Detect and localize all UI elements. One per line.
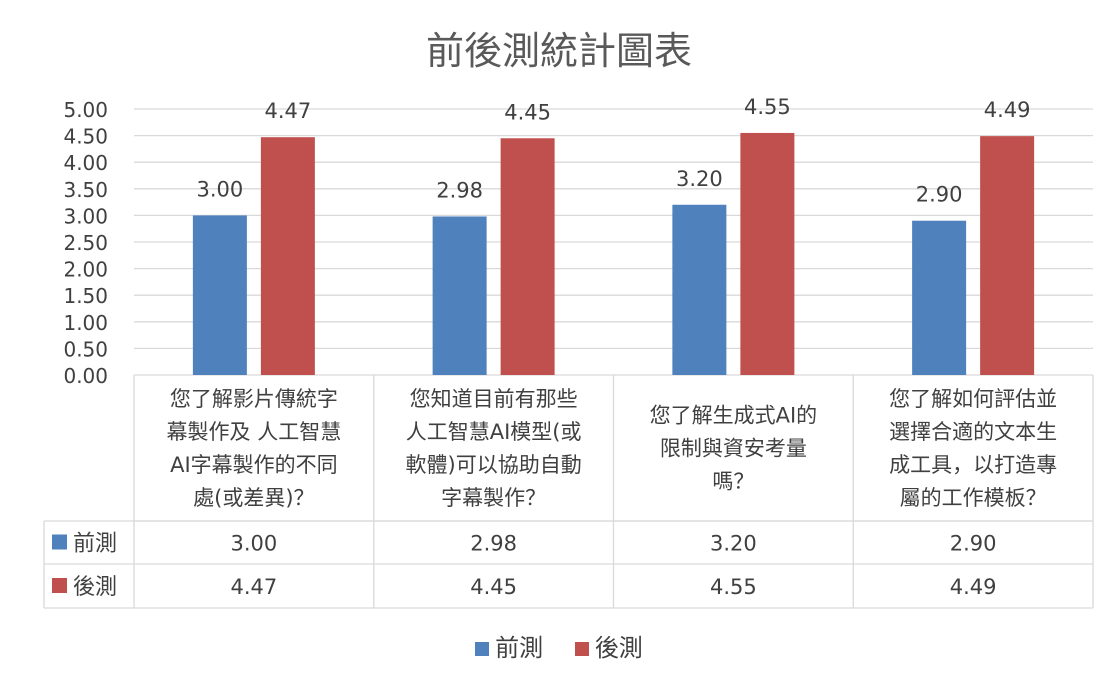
category-label: 成工具，以打造專 xyxy=(889,453,1057,477)
category-label: 選擇合適的文本生 xyxy=(889,420,1057,444)
data-label: 2.90 xyxy=(916,183,963,207)
table-cell-value: 3.00 xyxy=(230,532,277,556)
bar-posttest xyxy=(980,136,1035,375)
data-label: 4.55 xyxy=(744,95,791,119)
legend-swatch-pretest xyxy=(475,642,490,656)
bar-pretest xyxy=(912,220,967,375)
category-label: 您知道目前有那些 xyxy=(410,387,578,411)
table-cell-value: 4.55 xyxy=(710,575,757,599)
table-series-name: 後測 xyxy=(73,575,117,600)
table-legend-key xyxy=(52,534,67,550)
category-label: 軟體)可以協助自動 xyxy=(406,453,582,477)
table-legend-key xyxy=(52,578,67,593)
bar-pretest xyxy=(432,216,487,375)
y-tick-label: 0.50 xyxy=(63,337,108,361)
legend-label-posttest: 後測 xyxy=(594,634,643,662)
category-label: 您了解如何評估並 xyxy=(889,387,1057,411)
category-label: AI字幕製作的不同 xyxy=(170,453,338,477)
category-label: 處(或差異)？ xyxy=(193,486,314,510)
data-label: 2.98 xyxy=(436,178,483,202)
y-tick-label: 1.50 xyxy=(63,284,108,308)
table-cell-value: 3.20 xyxy=(710,532,757,556)
table-cell-value: 2.90 xyxy=(950,532,997,556)
table-cell-value: 2.98 xyxy=(470,532,517,556)
category-label: 您了解影片傳統字 xyxy=(170,387,338,411)
category-label: 您了解生成式AI的 xyxy=(650,404,818,428)
data-label: 3.20 xyxy=(676,167,723,191)
category-label: 幕製作及 人工智慧 xyxy=(167,420,342,444)
bar-posttest xyxy=(500,138,555,375)
bar-posttest xyxy=(740,132,795,375)
data-label: 4.49 xyxy=(984,98,1031,122)
table-series-name: 前測 xyxy=(73,532,117,557)
y-tick-label: 2.00 xyxy=(63,258,108,282)
category-label: 限制與資安考量 xyxy=(660,437,807,461)
y-tick-label: 3.00 xyxy=(63,204,108,228)
bar-pretest xyxy=(192,215,247,375)
category-label: 屬的工作模板？ xyxy=(900,486,1047,510)
category-label: 字幕製作？ xyxy=(441,486,546,510)
legend: 前測 後測 xyxy=(0,628,1118,663)
y-tick-label: 0.00 xyxy=(63,364,108,388)
legend-swatch-posttest xyxy=(574,642,589,656)
table-cell-value: 4.47 xyxy=(230,575,277,599)
category-label: 嗎？ xyxy=(712,470,754,494)
category-label: 人工智慧AI模型(或 xyxy=(406,420,582,444)
y-tick-label: 2.50 xyxy=(63,231,108,255)
y-tick-label: 3.50 xyxy=(63,178,108,202)
y-tick-label: 4.50 xyxy=(63,125,108,149)
legend-label-pretest: 前測 xyxy=(495,634,544,662)
data-label: 3.00 xyxy=(196,177,243,201)
data-label: 4.47 xyxy=(264,99,311,123)
bar-posttest xyxy=(260,137,315,375)
y-tick-label: 4.00 xyxy=(63,151,108,175)
legend-item-pretest: 前測 xyxy=(475,628,543,663)
table-cell-value: 4.45 xyxy=(470,575,517,599)
legend-item-posttest: 後測 xyxy=(574,628,643,663)
table-cell-value: 4.49 xyxy=(950,575,997,599)
data-label: 4.45 xyxy=(504,100,551,124)
y-tick-label: 1.00 xyxy=(63,311,108,335)
chart-title: 前後測統計圖表 xyxy=(425,29,692,73)
bar-pretest xyxy=(672,204,727,375)
y-tick-label: 5.00 xyxy=(63,98,108,122)
